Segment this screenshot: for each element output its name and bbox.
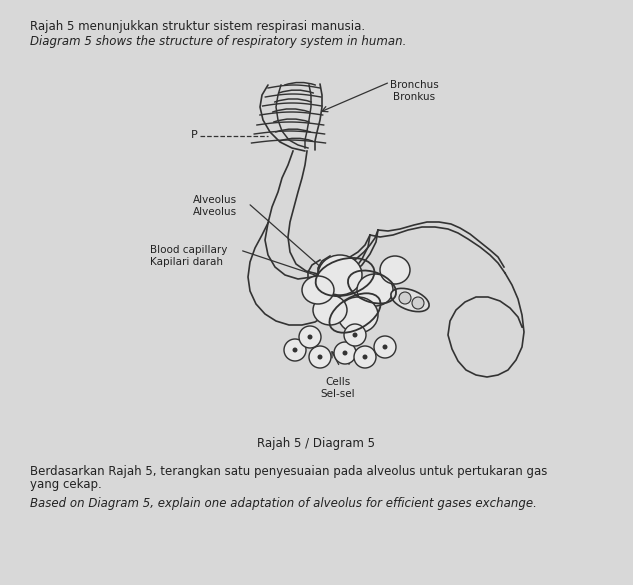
Text: Rajah 5 menunjukkan struktur sistem respirasi manusia.: Rajah 5 menunjukkan struktur sistem resp… <box>30 20 365 33</box>
Circle shape <box>299 326 321 348</box>
Circle shape <box>318 355 322 360</box>
Text: Cells
Sel-sel: Cells Sel-sel <box>321 377 355 398</box>
Ellipse shape <box>380 256 410 284</box>
Text: P: P <box>191 130 198 140</box>
Ellipse shape <box>391 288 429 312</box>
Circle shape <box>353 332 358 338</box>
Circle shape <box>334 342 356 364</box>
Ellipse shape <box>313 295 347 325</box>
Circle shape <box>344 324 366 346</box>
Text: Berdasarkan Rajah 5, terangkan satu penyesuaian pada alveolus untuk pertukaran g: Berdasarkan Rajah 5, terangkan satu peny… <box>30 465 548 478</box>
Text: Bronchus
Bronkus: Bronchus Bronkus <box>390 80 439 102</box>
Circle shape <box>342 350 348 356</box>
Text: Blood capillary
Kapilari darah: Blood capillary Kapilari darah <box>150 245 227 267</box>
Text: Diagram 5 shows the structure of respiratory system in human.: Diagram 5 shows the structure of respira… <box>30 35 406 48</box>
Ellipse shape <box>338 297 378 333</box>
Circle shape <box>382 345 387 349</box>
Circle shape <box>374 336 396 358</box>
Circle shape <box>309 346 331 368</box>
Ellipse shape <box>357 274 393 306</box>
Circle shape <box>412 297 424 309</box>
Circle shape <box>284 339 306 361</box>
Ellipse shape <box>302 276 334 304</box>
Circle shape <box>363 355 368 360</box>
Text: Rajah 5 / Diagram 5: Rajah 5 / Diagram 5 <box>257 437 375 450</box>
Circle shape <box>308 335 313 339</box>
Circle shape <box>292 347 298 353</box>
Ellipse shape <box>318 255 362 295</box>
Circle shape <box>354 346 376 368</box>
Text: Alveolus
Alveolus: Alveolus Alveolus <box>193 195 237 216</box>
Circle shape <box>399 292 411 304</box>
Text: yang cekap.: yang cekap. <box>30 478 102 491</box>
Text: Based on Diagram 5, explain one adaptation of alveolus for efficient gases excha: Based on Diagram 5, explain one adaptati… <box>30 497 537 510</box>
